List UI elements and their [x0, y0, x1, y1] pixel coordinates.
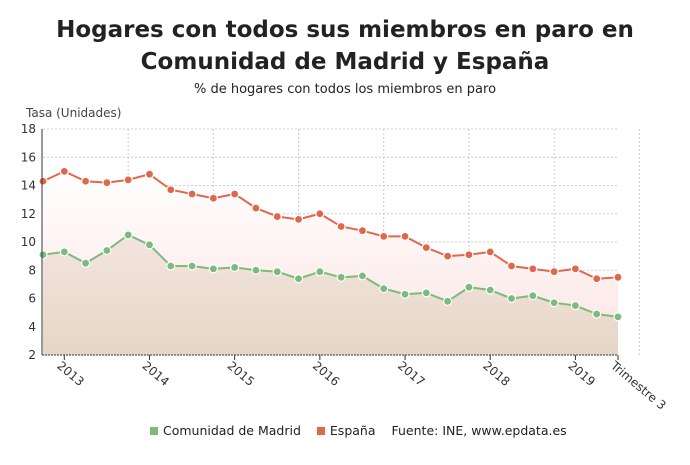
- y-tick-label: 10: [21, 235, 36, 249]
- x-tick-label: 2014: [140, 359, 172, 389]
- data-point: [38, 250, 48, 260]
- data-point: [230, 189, 240, 199]
- data-point: [272, 267, 282, 277]
- data-point: [464, 250, 474, 260]
- data-point: [528, 264, 538, 274]
- data-point: [357, 271, 368, 281]
- legend-label-madrid: Comunidad de Madrid: [163, 423, 301, 438]
- data-point: [38, 176, 48, 186]
- y-tick-label: 8: [28, 263, 36, 277]
- legend-swatch-madrid: [150, 427, 158, 435]
- data-point: [230, 262, 240, 273]
- series-area: [43, 234, 618, 355]
- data-point: [166, 261, 176, 271]
- data-point: [613, 272, 623, 282]
- data-point: [80, 176, 91, 186]
- data-point: [187, 261, 197, 271]
- y-axis-label: Tasa (Unidades): [26, 106, 122, 120]
- data-point: [528, 291, 538, 301]
- x-tick-label: Trimestre 3: [607, 358, 668, 413]
- y-tick-label: 18: [21, 122, 36, 136]
- y-tick-label: 2: [28, 348, 36, 362]
- data-point: [506, 293, 517, 304]
- chart-subtitle: % de hogares con todos los miembros en p…: [193, 82, 497, 97]
- data-point: [208, 264, 218, 274]
- data-point: [80, 258, 91, 268]
- data-point: [123, 230, 133, 240]
- y-tick-label: 4: [28, 320, 36, 334]
- y-tick-label: 6: [28, 292, 36, 306]
- data-point: [272, 211, 282, 222]
- y-tick-label: 14: [21, 179, 36, 193]
- data-point: [400, 231, 410, 241]
- data-point: [379, 231, 389, 241]
- data-point: [464, 282, 474, 292]
- legend-item-madrid[interactable]: Comunidad de Madrid: [150, 423, 301, 438]
- data-point: [549, 298, 559, 308]
- data-point: [166, 185, 176, 195]
- x-tick-label: 2017: [395, 359, 427, 389]
- data-point: [315, 267, 325, 277]
- data-point: [485, 285, 495, 295]
- data-point: [421, 288, 431, 298]
- chart-title: Hogares con todos sus miembros en paro e…: [56, 17, 634, 75]
- x-tick-label: 2015: [225, 359, 257, 389]
- y-tick-label: 12: [21, 207, 36, 221]
- data-point: [102, 245, 112, 256]
- data-point: [336, 272, 346, 282]
- legend-swatch-espana: [316, 427, 325, 435]
- source-note: Fuente: INE, www.epdata.es: [391, 423, 567, 438]
- data-point: [506, 261, 517, 271]
- series-line: [42, 170, 619, 280]
- data-point: [400, 289, 410, 299]
- data-point: [251, 203, 261, 213]
- data-point: [592, 309, 602, 319]
- series-line: [42, 233, 619, 318]
- data-point: [208, 193, 218, 203]
- data-point: [144, 240, 155, 250]
- data-point: [293, 214, 304, 224]
- data-point: [443, 296, 453, 306]
- data-point: [485, 247, 495, 257]
- legend: Comunidad de Madrid España Fuente: INE, …: [150, 423, 567, 438]
- data-point: [315, 209, 325, 219]
- data-point: [613, 312, 623, 322]
- x-tick-label: 2019: [565, 359, 597, 389]
- x-tick-label: 2016: [310, 359, 342, 389]
- data-point: [570, 300, 581, 311]
- data-point: [570, 264, 581, 274]
- data-point: [592, 274, 602, 284]
- x-tick-label: 2013: [54, 359, 86, 389]
- data-point: [421, 243, 431, 253]
- legend-item-espana[interactable]: España: [316, 423, 376, 438]
- x-tick-label: 2018: [480, 359, 512, 389]
- data-point: [336, 221, 346, 232]
- data-point: [443, 251, 453, 261]
- data-point: [59, 247, 69, 257]
- data-point: [123, 175, 133, 185]
- y-tick-label: 16: [21, 150, 36, 164]
- data-point: [251, 265, 261, 275]
- data-point: [549, 267, 559, 277]
- legend-label-espana: España: [329, 423, 376, 438]
- data-point: [379, 284, 389, 294]
- data-point: [59, 166, 69, 176]
- data-point: [293, 274, 304, 284]
- data-point: [357, 226, 368, 236]
- data-point: [144, 169, 155, 179]
- data-point: [187, 189, 197, 199]
- data-point: [102, 178, 112, 188]
